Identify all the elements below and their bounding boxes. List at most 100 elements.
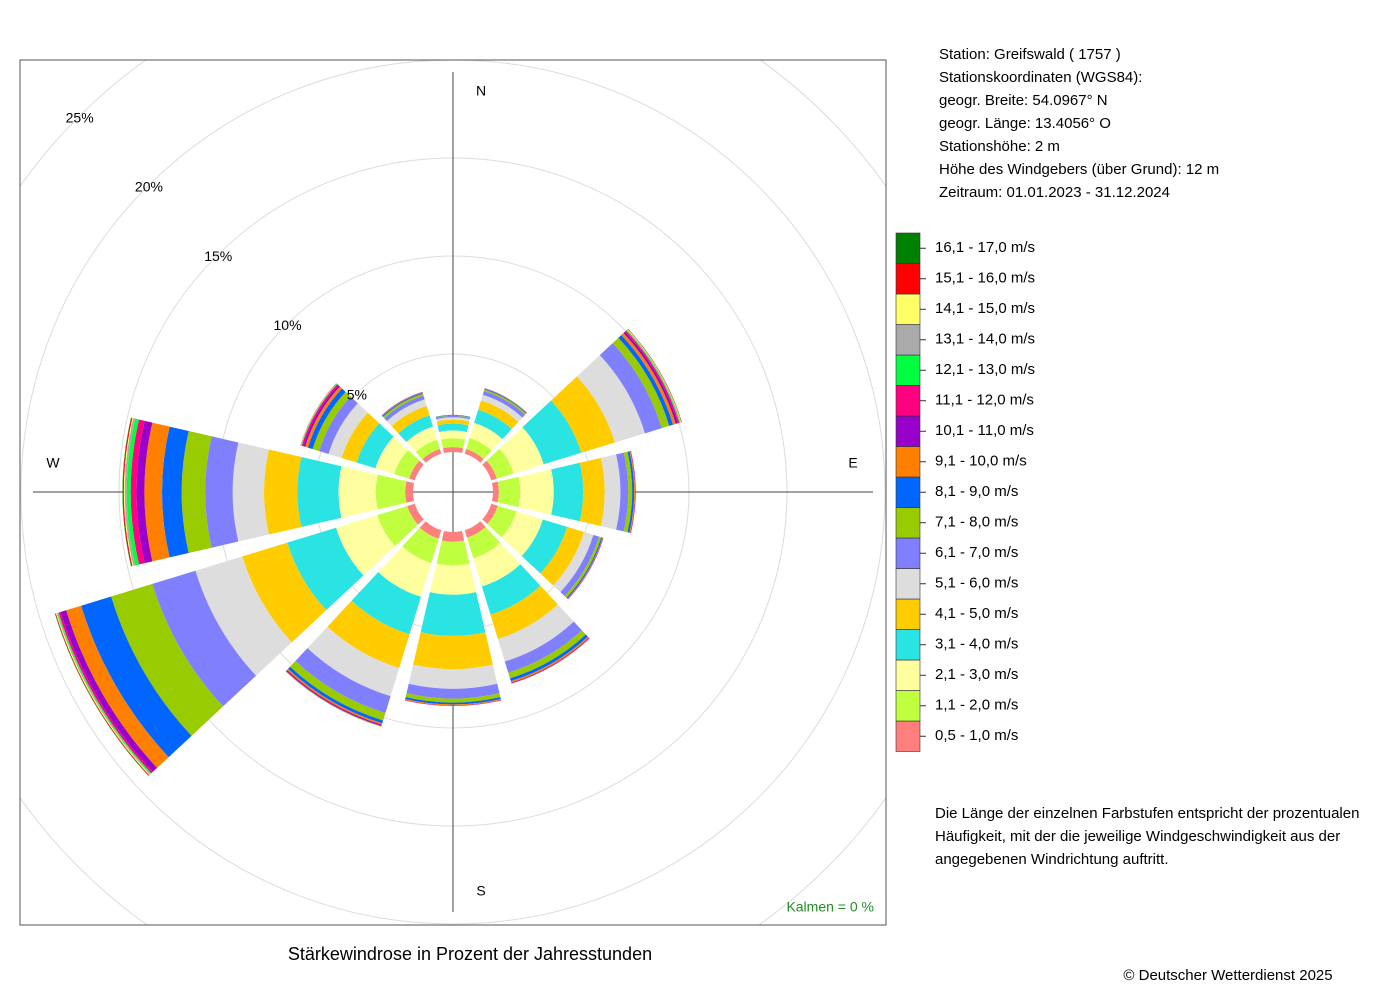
sector-segment (60, 610, 158, 772)
sector-segment (415, 439, 440, 460)
sector-segment (336, 515, 396, 576)
direction-label: N (476, 83, 486, 99)
legend-swatch (895, 354, 921, 386)
legend-swatch (895, 629, 921, 661)
sector-segment (440, 438, 466, 449)
sector-segment (297, 456, 342, 528)
sector-segment (600, 454, 621, 530)
legend-swatch (895, 568, 921, 600)
copyright: © Deutscher Wetterdienst 2025 (1123, 967, 1332, 984)
sector-segment (375, 436, 408, 475)
direction-label: S (476, 883, 485, 899)
plot-frame (19, 59, 887, 926)
sector-segment (378, 546, 432, 597)
sector-segment (382, 393, 424, 419)
sector-segment (405, 693, 501, 703)
sector-segment (521, 519, 568, 574)
sector-segment (429, 563, 477, 595)
sector-segment (490, 585, 558, 639)
legend-swatch (895, 324, 921, 356)
sector-segment (497, 476, 521, 508)
sector-segment (404, 700, 502, 707)
legend-label: 8,1 - 9,0 m/s (935, 483, 1018, 500)
sector-segment (491, 481, 499, 503)
sector-segment (384, 395, 425, 422)
sector-segment (486, 448, 514, 479)
sector-segment (621, 333, 676, 425)
ring-label: 20% (135, 179, 163, 195)
station-info: geogr. Breite: 54.0967° N (939, 92, 1108, 109)
sector-segment (242, 542, 327, 643)
sector-segment (435, 415, 471, 420)
sector-segment (338, 466, 378, 518)
legend-label: 5,1 - 6,0 m/s (935, 575, 1018, 592)
ring-label: 25% (66, 109, 94, 125)
sector-segment (576, 355, 645, 443)
sector-segment (303, 385, 340, 447)
sector-segment (469, 422, 503, 451)
sector-segment (152, 570, 257, 707)
station-info: Station: Greifswald ( 1757 ) (939, 46, 1121, 63)
legend-swatch (895, 385, 921, 417)
sector-segment (422, 449, 442, 463)
sector-segment (123, 417, 134, 567)
note-text: angegebenen Windrichtung auftritt. (935, 851, 1169, 868)
sector-segment (442, 447, 464, 454)
sector-segment (356, 423, 394, 469)
sector-segment (122, 417, 133, 567)
sector-segment (394, 450, 420, 479)
sector-segment (405, 481, 415, 503)
legend-label: 3,1 - 4,0 m/s (935, 636, 1018, 653)
sector-segment (482, 460, 497, 481)
sector-segment (630, 450, 636, 534)
direction-label: E (848, 455, 857, 471)
legend-label: 6,1 - 7,0 m/s (935, 544, 1018, 561)
sector-segment (616, 452, 629, 532)
calms-text: Kalmen = 0 % (786, 899, 874, 915)
note-text: Die Länge der einzelnen Farbstufen entsp… (935, 805, 1359, 822)
sector-segment (499, 427, 544, 474)
sector-segment (466, 526, 501, 559)
sector-segment (497, 604, 574, 662)
sector-segment (509, 634, 588, 682)
sector-segment (305, 386, 343, 448)
sector-segment (327, 600, 410, 669)
sector-segment (439, 430, 467, 440)
sector-segment (391, 405, 430, 434)
ring-label: 5% (347, 387, 367, 403)
sector-segment (466, 437, 492, 460)
chart-title: Stärkewindrose in Prozent der Jahresstun… (288, 944, 652, 964)
legend-label: 10,1 - 11,0 m/s (935, 422, 1034, 439)
sector-segment (473, 542, 521, 587)
station-info: Zeitraum: 01.01.2023 - 31.12.2024 (939, 184, 1170, 201)
sector-segment (409, 460, 424, 481)
legend-label: 13,1 - 14,0 m/s (935, 331, 1035, 348)
sector-segment (474, 409, 512, 440)
sector-segment (599, 343, 662, 434)
legend-swatch (895, 507, 921, 539)
note-text: Häufigkeit, mit der die jeweilige Windge… (935, 828, 1340, 845)
legend-swatch (895, 293, 921, 325)
sector-segment (564, 536, 602, 598)
direction-label: W (46, 455, 60, 471)
sector-segment (627, 451, 635, 533)
sector-segment (483, 389, 527, 415)
sector-segment (264, 449, 302, 535)
sector-segment (81, 596, 192, 758)
sector-segment (136, 420, 153, 564)
sector-segment (481, 564, 541, 615)
sector-segment (464, 521, 486, 538)
legend-swatch (895, 446, 921, 478)
sector-segment (312, 391, 351, 452)
sector-segment (560, 534, 600, 597)
station-info: geogr. Länge: 13.4056° O (939, 115, 1111, 132)
sector-segment (375, 474, 407, 510)
grid-ring (20, 60, 886, 925)
sector-segment (130, 419, 145, 565)
sector-segment (195, 556, 292, 676)
sector-segment (441, 530, 465, 542)
sector-segment (436, 417, 470, 422)
legend-label: 16,1 - 17,0 m/s (935, 239, 1035, 256)
sector-segment (307, 388, 346, 450)
